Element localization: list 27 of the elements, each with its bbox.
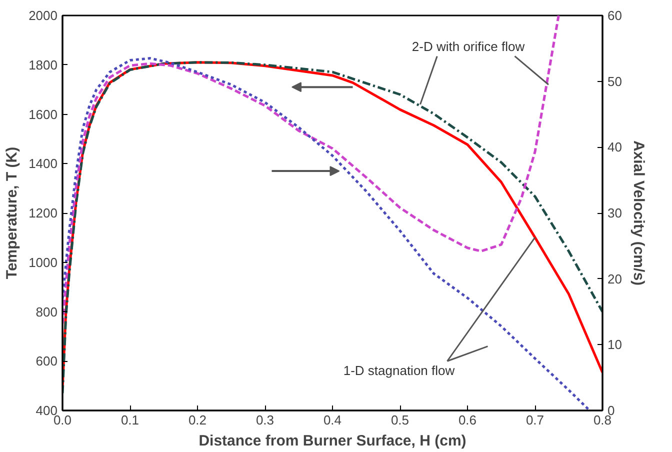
x-tick-label: 0.4 xyxy=(323,412,342,428)
y-tick-label: 1600 xyxy=(28,106,58,122)
y-tick-label: 800 xyxy=(36,304,58,320)
x-tick-label: 0.1 xyxy=(120,412,140,428)
y-tick-label: 1400 xyxy=(28,156,58,172)
x-axis-title: Distance from Burner Surface, H (cm) xyxy=(198,432,466,450)
y-tick-label: 1200 xyxy=(28,206,58,220)
x-tick-label: 0.3 xyxy=(256,412,274,428)
y2-tick-label: 10 xyxy=(608,337,622,352)
x-tick-label: 0.7 xyxy=(526,412,544,428)
annotation: 1-D stagnation flow xyxy=(343,362,456,378)
x-tick-label: 0.5 xyxy=(390,412,410,428)
y2-tick-label: 20 xyxy=(608,271,622,286)
y2-tick-label: 40 xyxy=(608,140,622,155)
y2-tick-label: 30 xyxy=(608,206,622,220)
annotation: 2-D with orifice flow xyxy=(412,38,526,54)
y2-tick-label: 50 xyxy=(608,74,622,89)
y-axis-title: Temperature, T (K) xyxy=(4,146,21,280)
line-series xyxy=(62,16,560,325)
y-tick-label: 1000 xyxy=(28,254,58,270)
y-tick-label: 2000 xyxy=(28,8,58,23)
y-tick-label: 600 xyxy=(36,354,58,369)
x-tick-label: 0.6 xyxy=(458,412,477,428)
y-tick-label: 1800 xyxy=(28,57,58,72)
y2-tick-label: 60 xyxy=(608,8,622,23)
y2-axis-title: Axial Velocity (cm/s) xyxy=(630,140,647,286)
x-tick-label: 0.2 xyxy=(188,412,207,428)
